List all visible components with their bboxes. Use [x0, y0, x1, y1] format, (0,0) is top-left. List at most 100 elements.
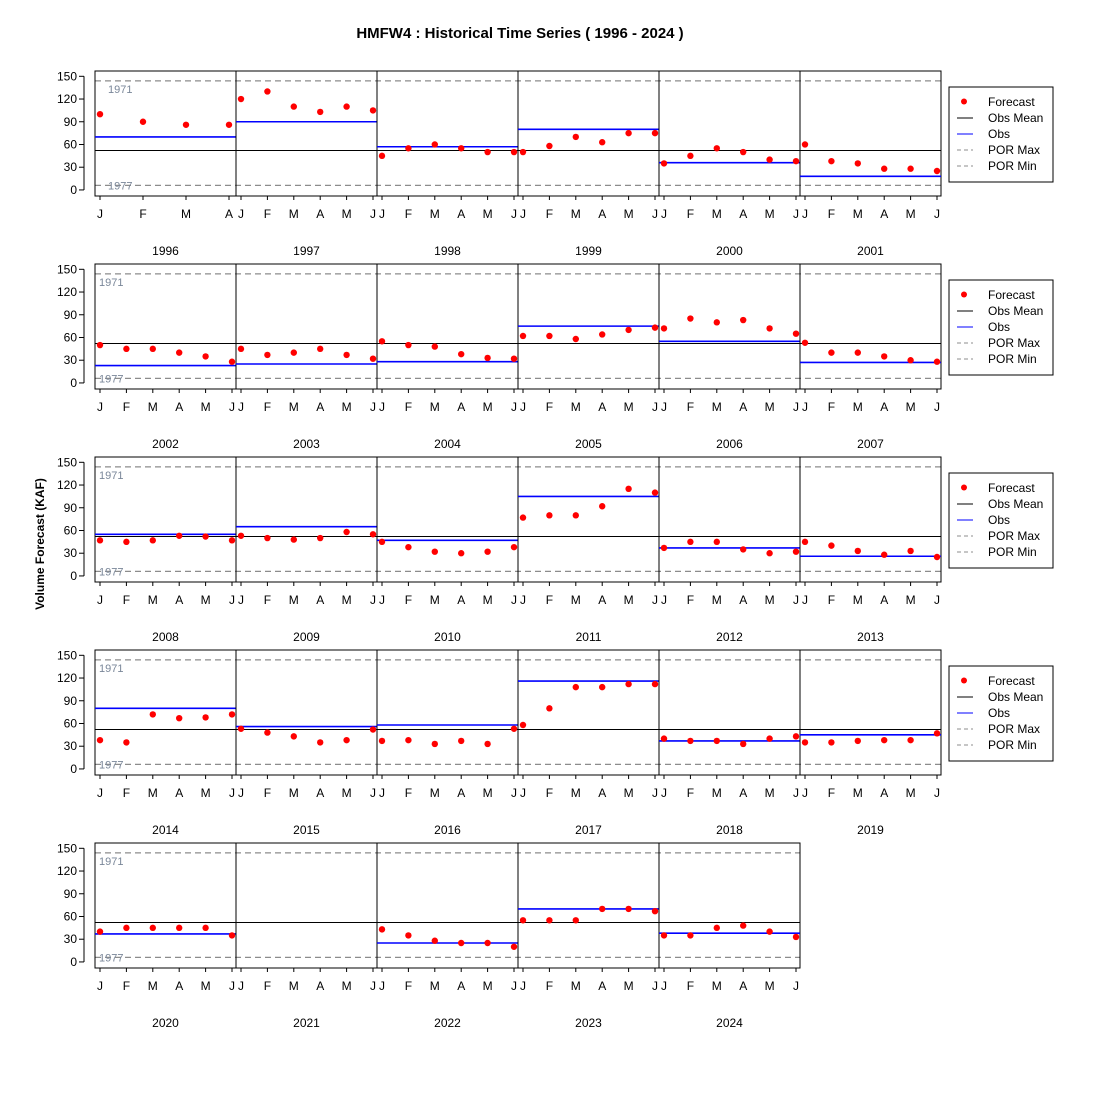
- x-tick-label: J: [520, 400, 526, 414]
- forecast-point: [854, 160, 861, 167]
- forecast-point: [431, 937, 438, 944]
- y-tick-label: 60: [64, 716, 78, 730]
- x-tick-label: F: [264, 207, 271, 221]
- x-tick-label: J: [238, 400, 244, 414]
- x-tick-label: J: [661, 400, 667, 414]
- x-tick-label: A: [880, 593, 888, 607]
- x-tick-label: M: [483, 400, 493, 414]
- x-tick-label: A: [457, 207, 465, 221]
- forecast-point: [625, 485, 632, 493]
- x-tick-label: J: [229, 400, 235, 414]
- x-tick-label: M: [430, 400, 440, 414]
- forecast-point: [907, 165, 914, 172]
- x-tick-label: J: [370, 207, 376, 221]
- x-tick-label: F: [687, 400, 694, 414]
- forecast-point: [766, 325, 773, 332]
- forecast-point: [405, 932, 412, 939]
- x-tick-label: A: [880, 400, 888, 414]
- x-tick-label: J: [379, 979, 385, 993]
- forecast-point: [264, 534, 271, 542]
- year-label: 2023: [575, 1016, 602, 1030]
- forecast-point: [660, 544, 668, 552]
- x-tick-label: J: [652, 786, 658, 800]
- year-label: 2016: [434, 823, 461, 837]
- forecast-point: [431, 343, 438, 350]
- panel-frame: [658, 70, 801, 197]
- x-tick-label: M: [289, 979, 299, 993]
- x-tick-label: F: [139, 207, 146, 221]
- forecast-point: [828, 542, 835, 549]
- x-tick-label: F: [264, 786, 271, 800]
- x-tick-label: F: [687, 593, 694, 607]
- x-tick-label: M: [148, 786, 158, 800]
- x-tick-label: M: [765, 207, 775, 221]
- forecast-point: [907, 547, 914, 555]
- legend-label: Forecast: [988, 674, 1035, 688]
- y-tick-label: 120: [57, 92, 77, 106]
- x-tick-label: A: [316, 786, 324, 800]
- x-tick-label: J: [379, 207, 385, 221]
- x-tick-label: J: [520, 593, 526, 607]
- year-panel: J F M A M J 2009: [235, 456, 378, 644]
- year-panel: J F M A M J 2007: [799, 263, 942, 451]
- x-tick-label: F: [828, 400, 835, 414]
- panel-frame: [517, 456, 660, 583]
- forecast-point: [96, 341, 104, 349]
- x-tick-label: J: [802, 593, 808, 607]
- x-tick-label: M: [483, 979, 493, 993]
- chart-row: 0 30 60 90 120 150 1971 1977 J F M A M J 2020 J F M A M J 202…: [57, 841, 801, 1030]
- panel-frame: [658, 842, 801, 969]
- x-tick-label: F: [546, 979, 553, 993]
- x-tick-label: F: [828, 593, 835, 607]
- x-tick-label: M: [571, 786, 581, 800]
- panel-frame: [799, 70, 942, 197]
- x-tick-label: M: [712, 979, 722, 993]
- x-tick-label: J: [661, 207, 667, 221]
- forecast-point: [801, 339, 809, 346]
- forecast-point: [202, 714, 209, 721]
- por-min-year-label: 1977: [108, 180, 132, 192]
- y-tick-label: 120: [57, 478, 77, 492]
- forecast-point: [766, 928, 773, 935]
- por-min-year-label: 1977: [99, 952, 123, 964]
- y-tick-label: 90: [64, 694, 78, 708]
- forecast-point: [290, 349, 297, 356]
- year-label: 2014: [152, 823, 179, 837]
- forecast-point: [687, 932, 694, 939]
- x-tick-label: F: [405, 400, 412, 414]
- forecast-point: [881, 353, 888, 360]
- y-tick-label: 30: [64, 932, 78, 946]
- forecast-point: [740, 740, 747, 748]
- forecast-point: [264, 88, 271, 95]
- x-tick-label: A: [175, 593, 183, 607]
- panel-frame: [517, 70, 660, 197]
- forecast-point: [431, 548, 438, 555]
- forecast-point: [519, 148, 527, 156]
- x-tick-label: M: [201, 593, 211, 607]
- x-tick-label: F: [264, 979, 271, 993]
- x-tick-label: J: [661, 979, 667, 993]
- forecast-point: [907, 736, 914, 744]
- y-tick-label: 60: [64, 330, 78, 344]
- x-tick-label: J: [661, 786, 667, 800]
- y-tick-label: 90: [64, 887, 78, 901]
- year-panel: J F M A M J 1999: [517, 70, 660, 258]
- forecast-point: [792, 330, 800, 337]
- x-tick-label: J: [97, 786, 103, 800]
- forecast-point: [933, 730, 941, 737]
- forecast-point: [933, 358, 941, 365]
- x-tick-label: J: [661, 593, 667, 607]
- forecast-point: [484, 939, 491, 947]
- x-tick-label: M: [342, 786, 352, 800]
- year-label: 1996: [152, 244, 179, 258]
- forecast-point: [687, 538, 694, 546]
- forecast-point: [625, 680, 632, 688]
- legend: Forecast Obs Mean Obs POR Max POR Min: [948, 86, 1054, 183]
- x-tick-label: A: [225, 207, 233, 221]
- legend-label: Forecast: [988, 288, 1035, 302]
- forecast-point: [228, 358, 236, 365]
- forecast-point: [484, 740, 491, 748]
- year-label: 2008: [152, 630, 179, 644]
